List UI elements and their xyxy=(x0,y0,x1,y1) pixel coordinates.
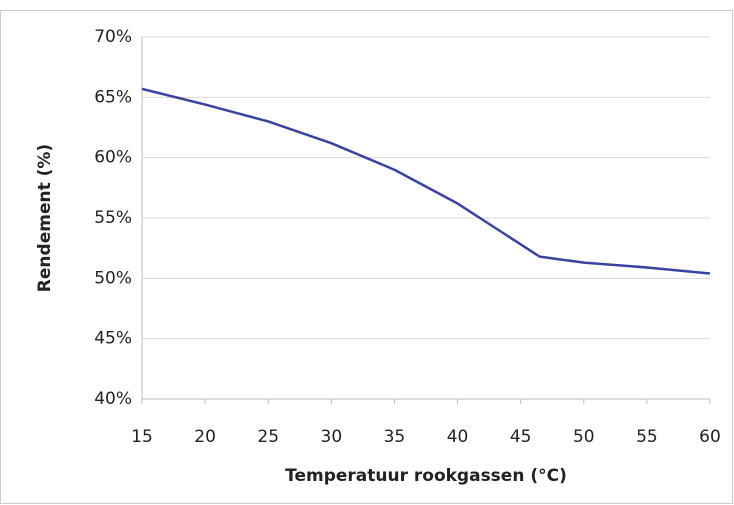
chart-frame xyxy=(0,10,733,504)
y-tick-label: 50% xyxy=(94,268,132,288)
x-tick-label: 20 xyxy=(194,427,216,447)
x-tick-label: 15 xyxy=(131,427,153,447)
y-tick-label: 40% xyxy=(94,389,132,409)
x-tick-label: 25 xyxy=(257,427,279,447)
x-tick-label: 35 xyxy=(384,427,406,447)
y-tick-label: 45% xyxy=(94,329,132,349)
x-tick-label: 60 xyxy=(699,427,721,447)
x-tick-label: 40 xyxy=(447,427,469,447)
y-axis-title: Rendement (%) xyxy=(35,144,55,292)
x-tick-label: 45 xyxy=(510,427,532,447)
x-tick-label: 55 xyxy=(636,427,658,447)
y-tick-label: 60% xyxy=(94,148,132,168)
x-tick-label: 30 xyxy=(321,427,343,447)
y-tick-label: 70% xyxy=(94,27,132,47)
x-axis-title: Temperatuur rookgassen (°C) xyxy=(285,466,567,486)
y-tick-label: 55% xyxy=(94,208,132,228)
x-tick-label: 50 xyxy=(573,427,595,447)
y-tick-label: 65% xyxy=(94,87,132,107)
data-line xyxy=(141,87,711,275)
